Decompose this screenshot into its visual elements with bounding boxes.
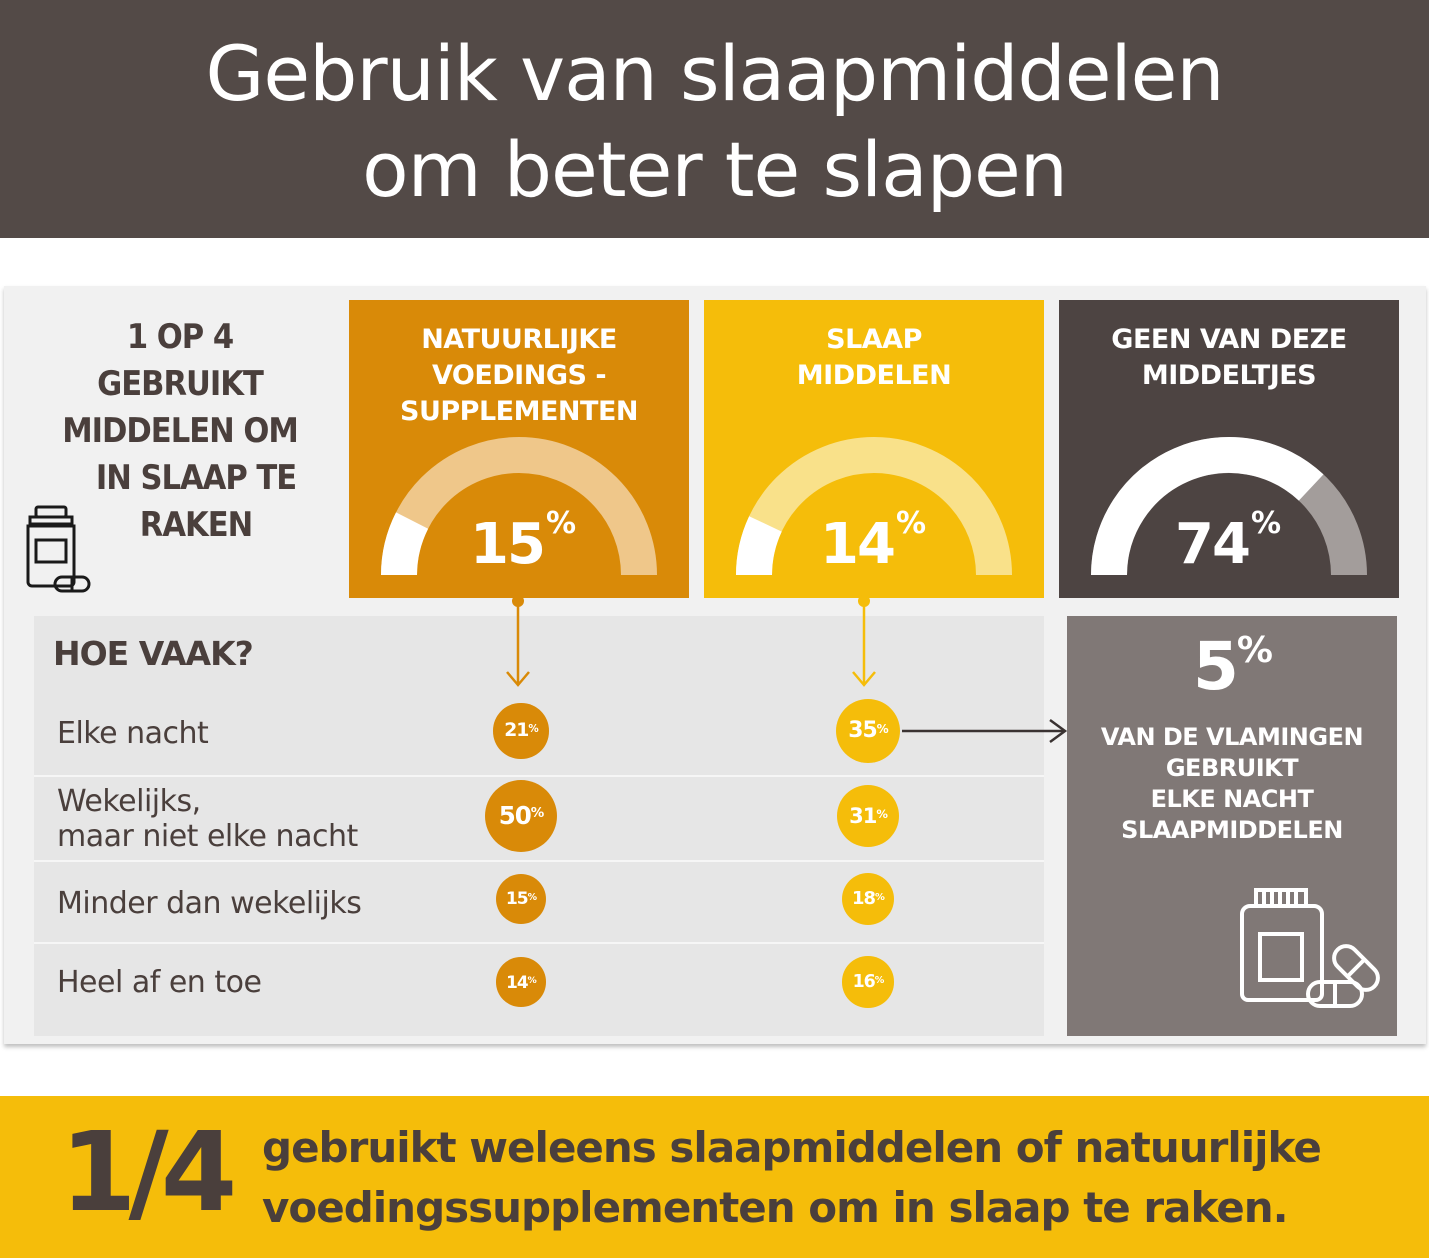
gauge-fill [736, 516, 782, 576]
card-title-line: SLAAP [826, 324, 922, 355]
gauge-sleeping-pills [736, 437, 1012, 576]
bubble-value: 15 [505, 888, 529, 909]
card-title-line: GEEN VAN DEZE [1111, 324, 1347, 355]
bottom-banner [0, 1096, 1429, 1258]
bubble-unit: % [528, 722, 538, 735]
bubble-value: 50 [498, 801, 532, 831]
bubble-value: 35 [848, 718, 877, 744]
gauge-supplements [381, 437, 657, 576]
intro-line: MIDDELEN OM [62, 411, 299, 451]
bubble-unit: % [876, 721, 889, 736]
frequency-bubble: 35% [835, 698, 901, 764]
frequency-bubble: 50% [484, 779, 558, 853]
card-title-line: MIDDELEN [796, 360, 952, 391]
gauge-fill [1091, 437, 1324, 576]
card-none: GEEN VAN DEZE MIDDELTJES [1059, 300, 1399, 598]
frequency-bubble: 31% [837, 785, 899, 847]
row-divider [34, 775, 1044, 777]
title-line-2: om beter te slapen [362, 125, 1068, 214]
gauge-value-none: 74% [1175, 506, 1281, 577]
header-bar [0, 0, 1429, 238]
intro-text: 1 OP 4 GEBRUIKT MIDDELEN OM IN SLAAP TE … [40, 314, 320, 549]
card-sleeping-pills: SLAAP MIDDELEN [704, 300, 1044, 598]
gauge-value-supplements: 15% [470, 506, 576, 577]
card-title: NATUURLIJKE VOEDINGS - SUPPLEMENTEN [349, 322, 689, 430]
gauge-track [736, 437, 1012, 576]
side-panel [1067, 616, 1397, 1036]
intro-line: GEBRUIKT [97, 364, 264, 404]
side-text-line: VAN DE VLAMINGEN [1100, 723, 1364, 751]
frequency-bubble: 18% [841, 872, 895, 926]
card-supplements: NATUURLIJKE VOEDINGS - SUPPLEMENTEN [349, 300, 689, 598]
row-label-line: Wekelijks, [57, 784, 201, 819]
frequency-bubble: 14% [496, 957, 546, 1007]
row-label-less-weekly: Minder dan wekelijks [57, 886, 362, 921]
card-title-line: MIDDELTJES [1141, 360, 1317, 391]
pill-bottle-icon [26, 505, 91, 593]
row-label-occasionally: Heel af en toe [57, 965, 262, 1000]
side-text: VAN DE VLAMINGEN GEBRUIKT ELKE NACHT SLA… [1067, 722, 1397, 846]
bubble-unit: % [527, 974, 537, 986]
card-title-line: NATUURLIJKE [421, 324, 617, 355]
row-label-nightly: Elke nacht [57, 716, 209, 751]
card-title: GEEN VAN DEZE MIDDELTJES [1059, 322, 1399, 394]
side-text-line: SLAAPMIDDELEN [1121, 816, 1343, 844]
card-title-line: VOEDINGS - [431, 360, 607, 391]
banner-text-line: voedingssupplementen om in slaap te rake… [262, 1183, 1289, 1232]
arrow-down-icon [506, 595, 530, 687]
card-title: SLAAP MIDDELEN [704, 322, 1044, 394]
intro-line: IN SLAAP TE [95, 458, 297, 498]
banner-text: gebruikt weleens slaapmiddelen of natuur… [262, 1118, 1382, 1238]
pill-bottle-large-icon [1240, 888, 1380, 1008]
banner-fraction: 1/4 [60, 1108, 237, 1236]
bubble-unit: % [874, 974, 885, 986]
side-percentage: 5% [1192, 628, 1273, 705]
gauge-none [1091, 437, 1367, 576]
bubble-unit: % [876, 806, 888, 821]
intro-line: RAKEN [139, 505, 253, 545]
row-label-line: maar niet elke nacht [57, 819, 358, 854]
title-line-1: Gebruik van slaapmiddelen [205, 29, 1225, 118]
row-divider [34, 860, 1044, 862]
bubble-value: 21 [504, 720, 529, 742]
frequency-title: HOE VAAK? [53, 634, 254, 673]
side-text-line: GEBRUIKT [1165, 754, 1299, 782]
bubble-value: 18 [852, 888, 876, 910]
frequency-bubble: 16% [842, 956, 894, 1008]
page-title: Gebruik van slaapmiddelen om beter te sl… [0, 26, 1429, 218]
banner-text-line: gebruikt weleens slaapmiddelen of natuur… [262, 1123, 1322, 1172]
card-title-line: SUPPLEMENTEN [400, 396, 638, 427]
row-label-weekly: Wekelijks, maar niet elke nacht [57, 784, 358, 854]
bubble-value: 16 [852, 971, 876, 992]
intro-line: 1 OP 4 [126, 317, 234, 357]
bubble-value: 14 [506, 971, 528, 992]
frequency-bubble: 15% [495, 873, 547, 925]
bubble-value: 31 [849, 803, 877, 829]
gauge-track [381, 437, 657, 576]
bubble-unit: % [530, 805, 544, 822]
bubble-unit: % [875, 891, 885, 903]
arrow-right-icon [902, 718, 1068, 744]
arrow-down-icon [852, 595, 876, 687]
gauge-fill [381, 512, 429, 576]
side-text-line: ELKE NACHT [1150, 785, 1314, 813]
gauge-value-sleeping-pills: 14% [820, 506, 926, 577]
row-divider [34, 942, 1044, 944]
bubble-unit: % [527, 891, 537, 903]
frequency-bubble: 21% [493, 703, 549, 759]
